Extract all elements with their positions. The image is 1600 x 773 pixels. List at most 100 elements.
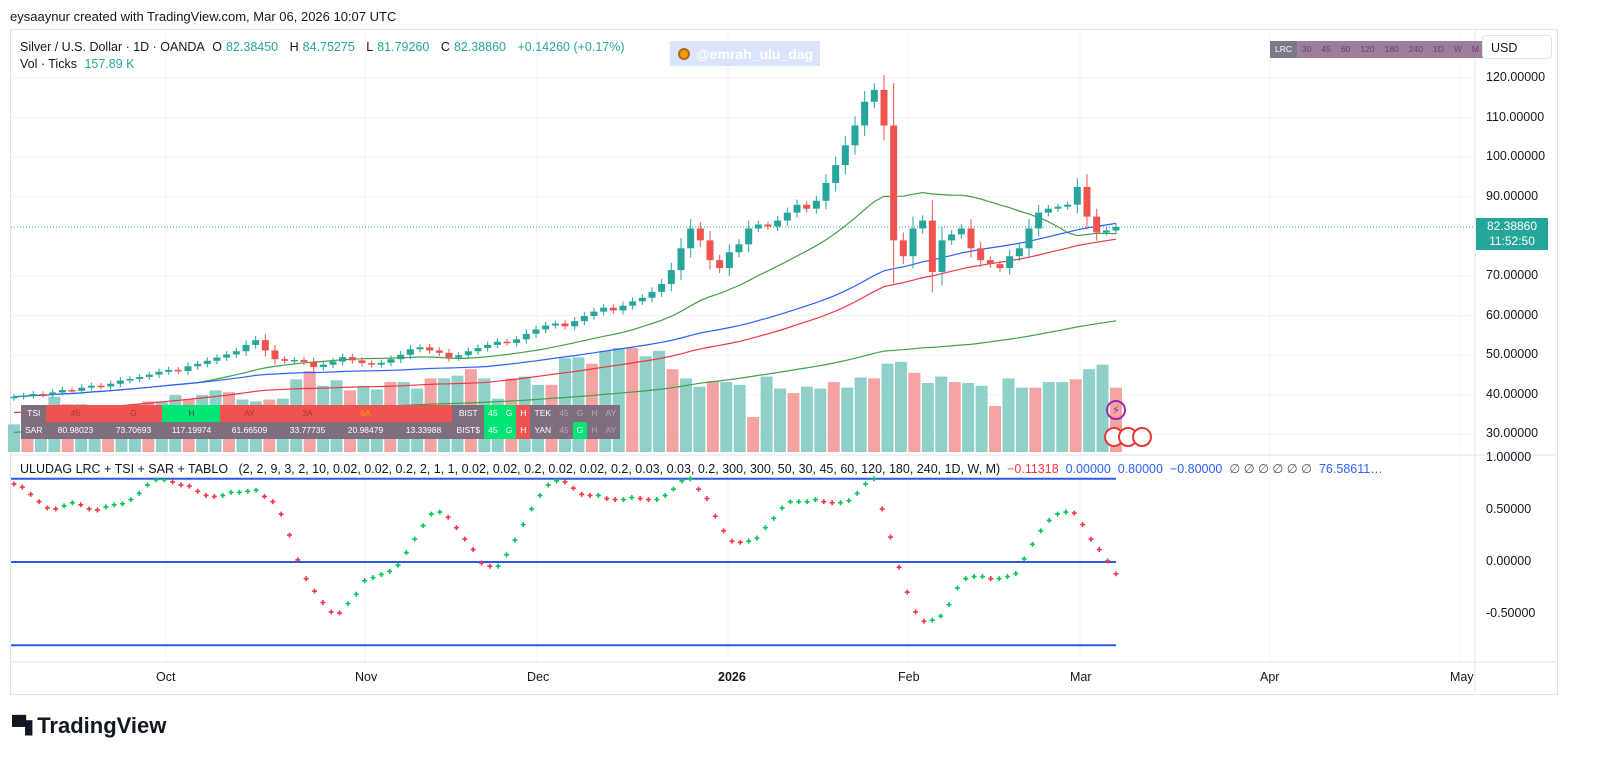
tablo-cell: 20.98479 — [336, 422, 395, 439]
candle-body — [493, 341, 501, 345]
timeframe-m[interactable]: M — [1471, 44, 1479, 54]
indicator-point — [671, 486, 677, 492]
candle-body — [1006, 256, 1014, 269]
indicator-point — [645, 497, 651, 503]
indicator-tick: 0.00000 — [1486, 554, 1532, 568]
indicator-point — [595, 492, 601, 498]
time-tick: Apr — [1260, 670, 1280, 684]
candle-body — [242, 344, 250, 352]
indicator-point — [746, 538, 752, 544]
indicator-point — [28, 491, 34, 497]
tablo-cell: TSI — [21, 405, 47, 422]
symbol-name[interactable]: Silver / U.S. Dollar · 1D · OANDA — [20, 40, 205, 54]
candle-body — [435, 350, 443, 353]
tablo-cell: H — [587, 422, 602, 439]
timeframe-180[interactable]: 180 — [1384, 44, 1399, 54]
indicator-point — [904, 589, 910, 595]
timeframe-240[interactable]: 240 — [1408, 44, 1423, 54]
candle-body — [503, 341, 511, 344]
low-label: L — [366, 40, 374, 54]
indicator-point — [270, 499, 276, 505]
volume-bar — [989, 406, 1002, 452]
timeframe-lrc[interactable]: LRC — [1270, 41, 1298, 58]
candle-body — [155, 371, 163, 375]
candle-body — [745, 228, 753, 245]
candle-body — [300, 359, 308, 362]
tablo-cell: 3A — [278, 405, 337, 422]
volume-bar — [747, 417, 760, 452]
indicator-point — [946, 602, 952, 608]
time-tick: Mar — [1070, 670, 1092, 684]
price-tick: 70.00000 — [1486, 268, 1539, 282]
indicator-point — [94, 507, 100, 513]
indicator-point — [896, 564, 902, 570]
candle-body — [348, 357, 356, 361]
candle-body — [1054, 206, 1062, 209]
candle-body — [39, 394, 47, 396]
indicator-params: (2, 2, 9, 3, 2, 10, 0.02, 0.02, 0.2, 2, … — [238, 462, 1001, 476]
tablo-cell: 45 — [555, 422, 573, 439]
volume-bar — [894, 361, 907, 452]
indicator-point — [320, 600, 326, 606]
bar-countdown: 11:52:50 — [1489, 234, 1535, 248]
timeframe-1d[interactable]: 1D — [1432, 44, 1444, 54]
indicator-point — [487, 563, 493, 569]
tablo-cell: 13.33988 — [394, 422, 453, 439]
tablo-cell: 45 — [46, 405, 105, 422]
volume-bar — [666, 369, 679, 452]
us-flag-icon[interactable] — [1132, 427, 1152, 447]
candle-body — [928, 220, 936, 273]
candle-body — [764, 224, 772, 227]
candle-body — [252, 340, 260, 345]
candle-body — [1093, 216, 1101, 233]
indicator-point — [44, 505, 50, 511]
timeframe-30[interactable]: 30 — [1302, 44, 1312, 54]
timeframe-120[interactable]: 120 — [1360, 44, 1375, 54]
candle-body — [948, 234, 956, 241]
candle-body — [899, 240, 907, 257]
time-tick: 2026 — [718, 670, 746, 684]
indicator-point — [587, 492, 593, 498]
candle-body — [851, 125, 859, 146]
indicator-point — [345, 601, 351, 607]
indicator-tick: 1.00000 — [1486, 450, 1532, 464]
indicator-name[interactable]: ULUDAG LRC + TSI + SAR + TABLO — [20, 462, 229, 476]
timeframe-60[interactable]: 60 — [1340, 44, 1351, 54]
volume-label[interactable]: Vol · Ticks — [20, 57, 77, 71]
candle-body — [677, 248, 685, 271]
candle-body — [261, 340, 269, 351]
indicator-point — [170, 479, 176, 485]
candle-body — [310, 361, 318, 368]
timeframe-w[interactable]: W — [1453, 44, 1462, 54]
candle-body — [1044, 208, 1052, 213]
tablo-cell: G — [572, 405, 588, 422]
indicator-point — [871, 476, 877, 482]
candle-body — [919, 220, 927, 229]
indicator-point — [888, 534, 894, 540]
candle-body — [1073, 186, 1081, 205]
indicator-point — [1113, 571, 1119, 577]
volume-bar — [827, 382, 840, 452]
indicator-point — [963, 576, 969, 582]
candle-body — [387, 359, 395, 363]
indicator-point — [954, 585, 960, 591]
indicator-point — [504, 552, 510, 558]
indicator-point — [111, 502, 117, 508]
indicator-point — [712, 513, 718, 519]
timeframe-45[interactable]: 45 — [1321, 44, 1331, 54]
lightning-icon[interactable]: ⚡ — [1106, 400, 1126, 420]
volume-bar — [868, 378, 881, 452]
tablo-cell: H — [162, 405, 221, 422]
volume-bar — [733, 384, 746, 452]
indicator-point — [479, 560, 485, 566]
currency-button[interactable]: USD — [1482, 35, 1552, 59]
candle-body — [145, 374, 153, 377]
tradingview-logo[interactable]: ▀▮ TradingView — [12, 713, 166, 739]
candle-body — [590, 311, 598, 316]
indicator-point — [754, 535, 760, 541]
candle-body — [426, 347, 434, 351]
indicator-point — [879, 506, 885, 512]
volume-bar — [962, 383, 975, 452]
indicator-point — [796, 499, 802, 505]
